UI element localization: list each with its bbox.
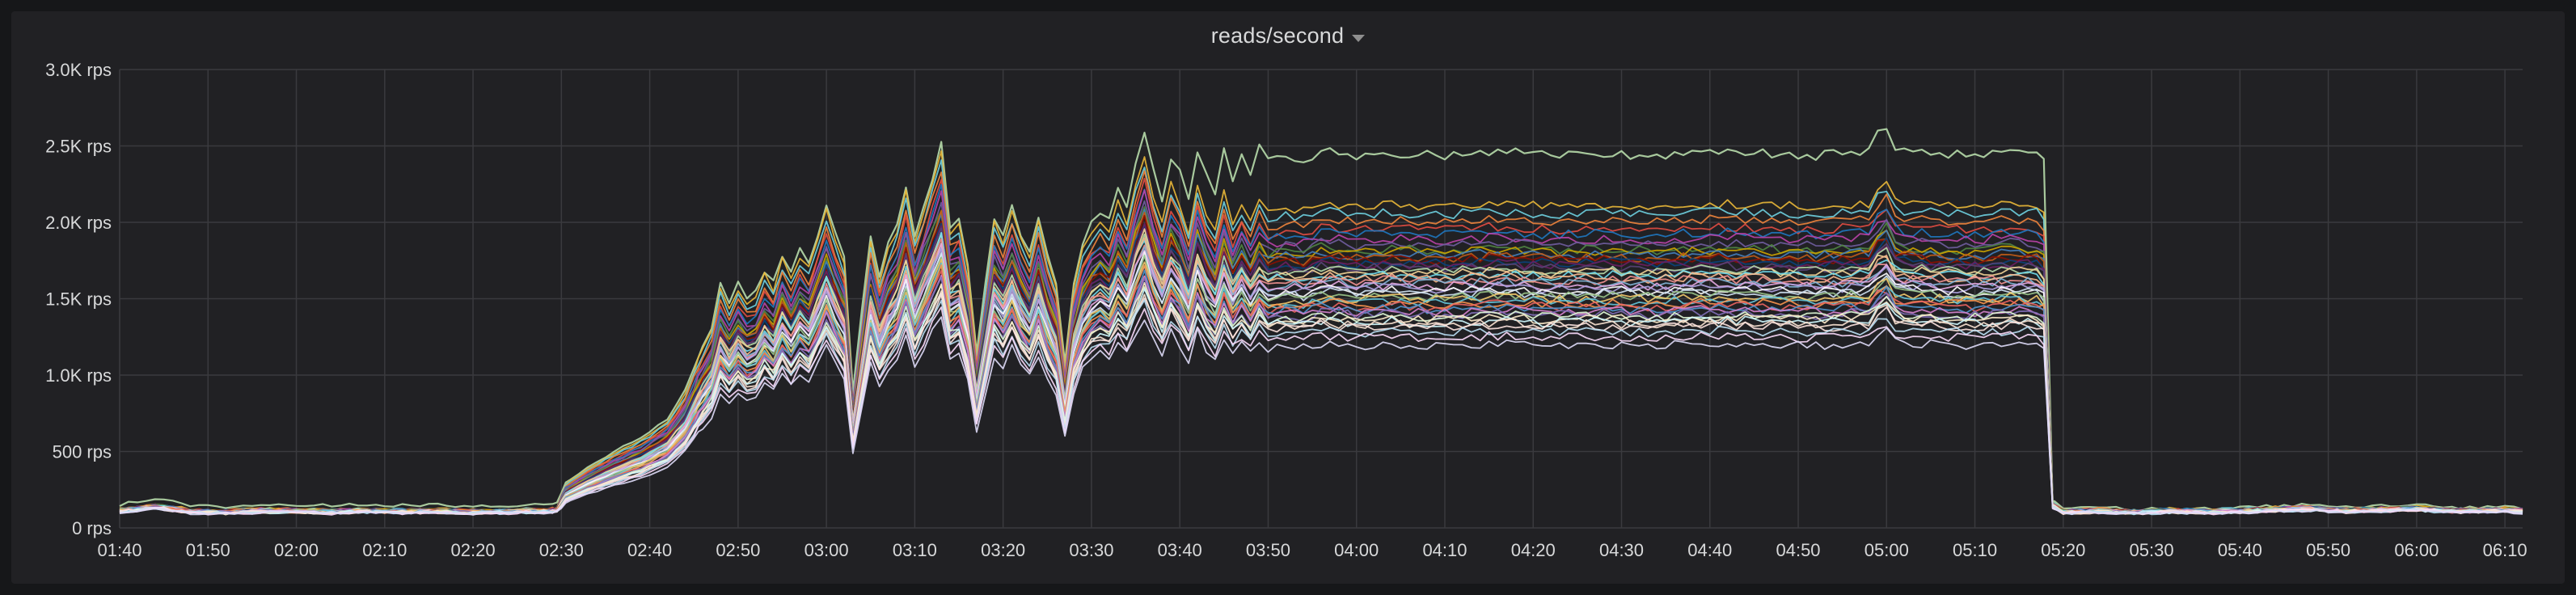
x-tick-label: 02:20 — [451, 540, 496, 560]
x-tick-label: 02:00 — [274, 540, 319, 560]
graph-panel: reads/second — [11, 11, 2565, 584]
series-line — [119, 150, 2523, 513]
series-line — [119, 159, 2523, 513]
series-line — [119, 262, 2523, 515]
y-tick-label: 3.0K rps — [45, 60, 112, 80]
series-line — [119, 243, 2523, 515]
series-line — [119, 210, 2523, 514]
x-tick-label: 04:50 — [1776, 540, 1820, 560]
series-line — [119, 285, 2523, 515]
y-tick-label: 1.0K rps — [45, 365, 112, 386]
panel-header[interactable]: reads/second — [11, 11, 2565, 60]
x-tick-label: 04:30 — [1599, 540, 1644, 560]
chevron-down-icon[interactable] — [1352, 34, 1366, 42]
x-tick-label: 03:50 — [1246, 540, 1290, 560]
x-tick-label: 05:30 — [2130, 540, 2174, 560]
series-line — [119, 288, 2523, 515]
x-tick-label: 03:20 — [981, 540, 1025, 560]
x-tick-label: 03:10 — [893, 540, 937, 560]
y-tick-label: 2.5K rps — [45, 137, 112, 157]
series-line — [119, 128, 2523, 512]
x-tick-label: 05:40 — [2218, 540, 2262, 560]
chart-series — [119, 128, 2523, 516]
x-tick-label: 02:10 — [362, 540, 407, 560]
x-tick-label: 02:50 — [716, 540, 760, 560]
x-tick-label: 04:10 — [1422, 540, 1467, 560]
x-tick-label: 04:20 — [1511, 540, 1556, 560]
x-tick-label: 04:40 — [1687, 540, 1732, 560]
series-line — [119, 248, 2523, 514]
y-tick-label: 500 rps — [53, 442, 112, 462]
series-line — [119, 222, 2523, 514]
series-line — [119, 270, 2523, 515]
y-axis: 0 rps 500 rps 1.0K rps 1.5K rps 2.0K rps 2.5K… — [45, 60, 112, 538]
x-tick-label: 04:00 — [1334, 540, 1379, 560]
series-line — [119, 259, 2523, 515]
series-line — [119, 316, 2523, 516]
series-line — [119, 184, 2523, 513]
x-tick-label: 05:50 — [2306, 540, 2350, 560]
series-line — [119, 255, 2523, 514]
x-tick-label: 02:30 — [539, 540, 584, 560]
x-axis: 01:40 01:50 02:00 02:10 02:20 02:30 02:40 02:50… — [97, 540, 2527, 560]
x-tick-label: 03:30 — [1069, 540, 1113, 560]
x-tick-label: 06:10 — [2483, 540, 2527, 560]
y-tick-label: 2.0K rps — [45, 213, 112, 233]
series-line — [119, 306, 2523, 516]
series-line — [119, 293, 2523, 515]
x-tick-label: 06:00 — [2394, 540, 2439, 560]
series-line — [119, 233, 2523, 514]
y-tick-label: 1.5K rps — [45, 289, 112, 310]
x-tick-label: 05:20 — [2041, 540, 2085, 560]
series-line — [119, 281, 2523, 516]
x-tick-label: 01:50 — [186, 540, 230, 560]
series-line — [119, 274, 2523, 515]
series-line — [119, 222, 2523, 514]
x-tick-label: 01:40 — [97, 540, 141, 560]
panel-title[interactable]: reads/second — [1210, 23, 1345, 48]
x-tick-label: 05:00 — [1864, 540, 1909, 560]
x-tick-label: 05:10 — [1953, 540, 1997, 560]
series-line — [119, 209, 2523, 513]
series-line — [119, 209, 2523, 514]
y-tick-label: 0 rps — [72, 518, 112, 538]
x-tick-label: 03:40 — [1158, 540, 1202, 560]
x-tick-label: 02:40 — [627, 540, 672, 560]
x-tick-label: 03:00 — [804, 540, 849, 560]
series-line — [119, 206, 2523, 514]
